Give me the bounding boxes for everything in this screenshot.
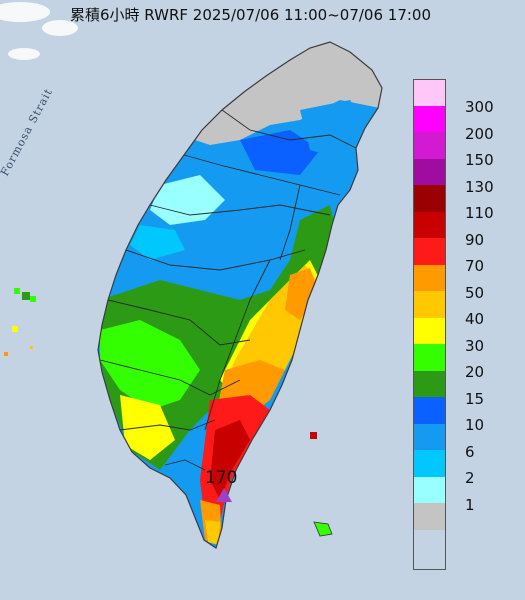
legend-swatch [413,105,446,132]
legend-label: 70 [465,257,485,275]
legend-row [413,503,525,530]
legend-label: 1 [465,495,475,514]
legend-label: 90 [465,230,485,249]
legend-label: 110 [465,204,494,222]
legend-label: 40 [465,310,485,328]
legend-swatch [413,132,446,159]
county-borders [99,109,357,471]
legend-row: 10 [413,397,525,434]
legend-swatch [413,397,446,424]
legend-label: 300 [465,98,494,116]
max-rain-value: 170 [205,468,238,488]
legend-swatch [413,264,446,291]
penghu-islands [4,288,36,356]
legend-row: 6 [413,423,525,461]
legend-label: 50 [465,283,485,302]
legend-label: 200 [465,124,494,143]
cloud-overlay [0,2,78,60]
taiwan-coastline [97,41,383,549]
legend-swatch [413,211,446,238]
legend-label: 150 [465,151,494,169]
legend-row: 90 [413,211,525,249]
legend-row: 1 [413,476,525,514]
legend-swatch [413,238,446,265]
legend-row: 110 [413,185,525,222]
legend-row: 200 [413,105,525,143]
legend-swatch [413,423,446,450]
legend-row: 300 [413,79,525,116]
legend-label: 15 [465,389,485,408]
legend-row: 2 [413,450,525,487]
legend-swatch [413,158,446,185]
legend-row: 40 [413,291,525,328]
legend-label: 6 [465,442,475,461]
legend-swatch [413,370,446,397]
legend-label: 30 [465,336,485,355]
legend-row: 70 [413,238,525,275]
legend-row: 20 [413,344,525,381]
legend-row: 30 [413,317,525,355]
legend-label: 130 [465,177,494,196]
map-title: 累積6小時 RWRF 2025/07/06 11:00~07/06 17:00 [70,6,432,24]
legend-swatch [413,317,446,344]
legend-row: 15 [413,370,525,408]
legend-label: 20 [465,363,485,381]
legend-label: 2 [465,469,475,487]
legend-swatch [413,344,446,371]
legend-row: 50 [413,264,525,302]
rainfall-legend: 300 200 150 130 110 90 70 50 40 30 20 15 10 6 2 1 [413,79,525,530]
legend-swatch [413,476,446,503]
legend-row: 130 [413,158,525,196]
legend-label: 10 [465,416,485,434]
max-rain-marker-icon [216,488,232,502]
legend-row: 150 [413,132,525,169]
legend-swatch [413,291,446,318]
offshore-islands-east [310,432,333,537]
legend-swatch [413,185,446,212]
legend-swatch [413,79,446,106]
legend-swatch [413,503,446,530]
legend-swatch [413,450,446,477]
